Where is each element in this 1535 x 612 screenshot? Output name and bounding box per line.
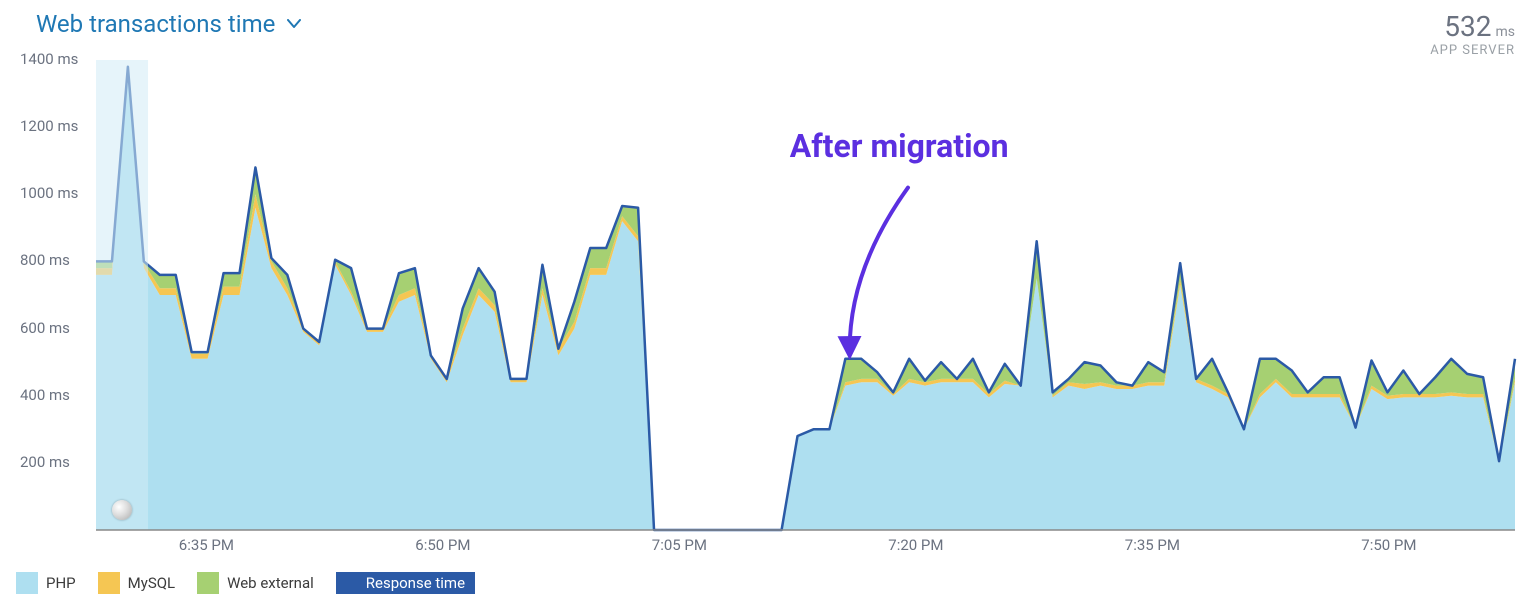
xtick-label: 7:20 PM — [888, 536, 943, 554]
legend-label: Web external — [219, 572, 324, 594]
legend: PHP MySQL Web external Response time — [16, 572, 475, 594]
legend-item-mysql[interactable]: MySQL — [98, 572, 186, 594]
legend-item-web_external[interactable]: Web external — [197, 572, 324, 594]
faded-overlay — [96, 60, 148, 530]
legend-swatch — [16, 572, 38, 594]
xtick-label: 7:05 PM — [652, 536, 707, 554]
legend-label: MySQL — [120, 572, 186, 594]
ytick-label: 600 ms — [20, 319, 70, 337]
xtick-label: 6:50 PM — [415, 536, 470, 554]
ytick-label: 800 ms — [20, 251, 70, 269]
chart-title: Web transactions time — [36, 10, 275, 38]
web-transactions-chart: Web transactions time 532ms APP SERVER 2… — [0, 0, 1535, 612]
summary-metric: 532ms APP SERVER — [1430, 10, 1515, 58]
xtick-label: 7:50 PM — [1361, 536, 1416, 554]
summary-unit: ms — [1495, 24, 1515, 40]
loading-spinner-icon — [112, 500, 132, 520]
legend-label: PHP — [38, 572, 86, 594]
chart-title-dropdown[interactable]: Web transactions time — [36, 10, 301, 38]
legend-label: Response time — [358, 572, 475, 594]
xtick-label: 6:35 PM — [179, 536, 234, 554]
ytick-label: 200 ms — [20, 453, 70, 471]
plot-area[interactable]: 200 ms 400 ms 600 ms 800 ms 1000 ms 1200 ms 14… — [16, 52, 1519, 538]
annotation-text: After migration — [790, 127, 1009, 165]
annotation-arrow — [850, 188, 908, 353]
legend-swatch — [336, 572, 358, 594]
ytick-label: 1000 ms — [20, 184, 78, 202]
ytick-label: 400 ms — [20, 386, 70, 404]
legend-swatch — [197, 572, 219, 594]
legend-item-php[interactable]: PHP — [16, 572, 86, 594]
legend-item-response_time[interactable]: Response time — [336, 572, 475, 594]
ytick-label: 1400 ms — [20, 50, 78, 68]
legend-swatch — [98, 572, 120, 594]
ytick-label: 1200 ms — [20, 117, 78, 135]
summary-value: 532 — [1444, 10, 1491, 43]
chevron-down-icon — [287, 19, 301, 29]
xtick-label: 7:35 PM — [1125, 536, 1180, 554]
